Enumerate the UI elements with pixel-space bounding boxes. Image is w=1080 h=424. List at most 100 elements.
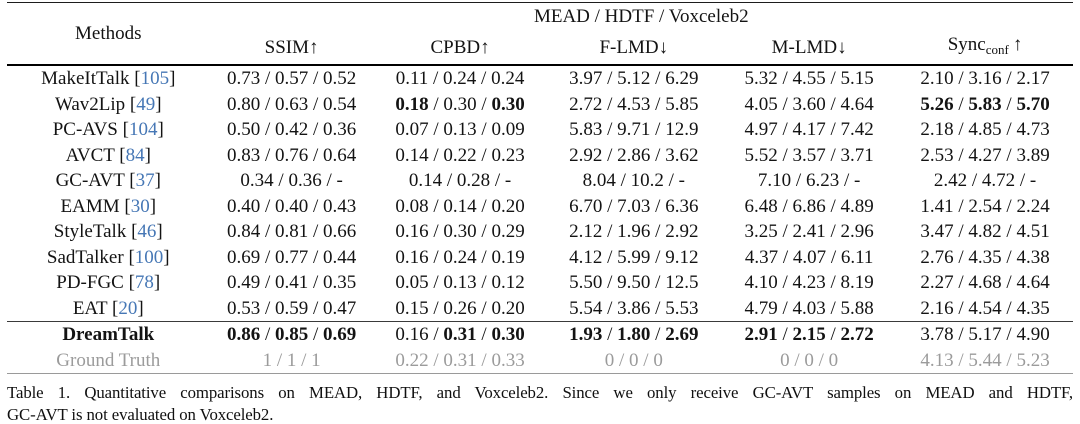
metric-value: 0.59: [274, 297, 309, 319]
value-cell: 5.83 / 9.71 / 12.9: [569, 119, 699, 140]
value-cell: 2.18 / 4.85 / 4.73: [920, 119, 1050, 140]
metric-value: 3.71: [840, 144, 874, 166]
metric-value: 2.17: [1016, 68, 1050, 89]
metric-value: 2.53: [920, 144, 954, 166]
metric-value: 2.92: [569, 144, 603, 166]
citation-link[interactable]: 37: [135, 170, 155, 191]
metric-value: 5.70: [1016, 93, 1050, 115]
value-cell: 3.78 / 5.17 / 4.90: [897, 321, 1073, 348]
value-cell: 5.32 / 4.55 / 5.15: [744, 68, 874, 89]
metric-value: 4.64: [1016, 272, 1050, 293]
column-header-sync: Syncconf ↑: [947, 34, 1023, 57]
metric-value: 0: [828, 349, 839, 371]
metric-value: 0.86: [226, 324, 261, 345]
metric-value: -: [504, 170, 512, 191]
dataset-group-header: MEAD / HDTF / Voxceleb2: [210, 3, 1073, 32]
down-arrow-icon: ↓: [837, 36, 847, 58]
value-cell: 3.97 / 5.12 / 6.29: [569, 68, 699, 89]
method-name: PC-AVS: [52, 119, 118, 140]
metric-value: 4.10: [744, 272, 778, 293]
citation-link[interactable]: 46: [137, 221, 157, 242]
metric-value: 8.19: [840, 272, 874, 293]
metric-value: 0.36: [323, 119, 357, 140]
method-name: GC-AVT: [55, 170, 125, 191]
metric-value: 7.03: [617, 195, 651, 217]
metric-value: 5.44: [968, 349, 1002, 371]
metric-value: 0: [653, 349, 663, 371]
up-arrow-icon: ↑: [1012, 34, 1023, 55]
metric-value: 4.72: [981, 170, 1016, 191]
metric-value: 0.30: [491, 324, 525, 345]
metric-value: 0.35: [323, 272, 357, 293]
column-header-mlmd: M-LMD↓: [771, 36, 847, 58]
metric-value: 0.30: [443, 93, 477, 115]
citation-link[interactable]: 104: [128, 119, 158, 140]
metric-value: 4.13: [920, 349, 954, 371]
metric-value: 0.54: [323, 93, 357, 115]
metric-value: 0.20: [491, 195, 525, 217]
value-cell: 0.86 / 0.85 / 0.69: [209, 321, 374, 348]
value-cell: 0.73 / 0.57 / 0.52: [226, 68, 357, 89]
method-cell: PD-FGC [78]: [56, 272, 161, 293]
method-name: PD-FGC: [56, 272, 124, 293]
metric-value: 3.60: [792, 93, 826, 115]
metric-value: 0.40: [274, 195, 309, 217]
method-name: SadTalker: [46, 246, 124, 268]
up-arrow-icon: ↑: [309, 36, 319, 58]
metric-value: 2.72: [840, 324, 874, 345]
metric-value: 4.97: [744, 119, 778, 140]
metric-value: 0.69: [323, 324, 357, 345]
metric-value: 0.08: [395, 195, 429, 217]
citation-link[interactable]: 49: [136, 93, 156, 115]
metric-value: 1: [262, 349, 273, 371]
metric-value: 0.16: [395, 324, 429, 345]
citation-link[interactable]: 20: [118, 297, 138, 319]
table-row: EAT [20] 0.53 / 0.59 / 0.47 0.15 / 0.26 / …: [7, 296, 1073, 322]
metric-value: 9.50: [617, 272, 651, 293]
metric-value: 5.23: [1016, 349, 1050, 371]
metric-value: 2.12: [569, 221, 603, 242]
metric-value: 0.73: [226, 68, 261, 89]
metric-value: 4.90: [1016, 324, 1050, 345]
method-cell: EAT [20]: [72, 297, 144, 319]
metric-value: 2.76: [920, 246, 954, 268]
citation-link[interactable]: 105: [140, 68, 170, 89]
metric-value: 4.68: [968, 272, 1002, 293]
metric-value: 0.40: [226, 195, 261, 217]
metric-value: 5.32: [744, 68, 778, 89]
metric-value: 0.05: [395, 272, 429, 293]
citation-link[interactable]: 100: [134, 246, 164, 268]
value-cell: 0.40 / 0.40 / 0.43: [226, 195, 357, 217]
metric-value: 5.99: [617, 246, 651, 268]
value-cell: 0.16 / 0.31 / 0.30: [373, 321, 547, 348]
sync-subscript: conf: [985, 42, 1009, 57]
metric-value: 2.18: [920, 119, 954, 140]
metric-value: 5.15: [840, 68, 874, 89]
metric-value: 2.91: [744, 324, 778, 345]
method-cell: Wav2Lip [49]: [54, 93, 162, 115]
metric-value: 0: [804, 349, 814, 371]
value-cell: 5.52 / 3.57 / 3.71: [744, 144, 874, 166]
metric-value: 2.10: [920, 68, 954, 89]
metric-value: 0.34: [240, 170, 274, 191]
citation-link[interactable]: 84: [125, 144, 145, 166]
citation-link[interactable]: 30: [130, 195, 150, 217]
metric-value: 5.83: [968, 93, 1002, 115]
metric-value: 4.51: [1016, 221, 1050, 242]
value-cell: 0.22 / 0.31 / 0.33: [395, 349, 525, 371]
metric-value: 1.96: [617, 221, 651, 242]
table-body: MakeItTalk [105] 0.73 / 0.57 / 0.52 0.11 /…: [7, 65, 1073, 374]
metric-value: 0.22: [395, 349, 429, 371]
value-cell: 2.91 / 2.15 / 2.72: [721, 321, 898, 348]
metric-value: 6.70: [569, 195, 603, 217]
metric-value: 3.57: [792, 144, 826, 166]
metric-value: 5.54: [569, 297, 603, 319]
citation-link[interactable]: 78: [134, 272, 154, 293]
metric-value: 0.14: [408, 170, 443, 191]
value-cell: 0.34 / 0.36 / -: [240, 170, 343, 191]
table-row: AVCT [84] 0.83 / 0.76 / 0.64 0.14 / 0.22 /…: [7, 143, 1073, 169]
method-name: DreamTalk: [62, 324, 155, 345]
value-cell: 5.50 / 9.50 / 12.5: [569, 272, 699, 293]
methods-header-label: Methods: [75, 23, 142, 44]
value-cell: 0.16 / 0.24 / 0.19: [395, 246, 525, 268]
